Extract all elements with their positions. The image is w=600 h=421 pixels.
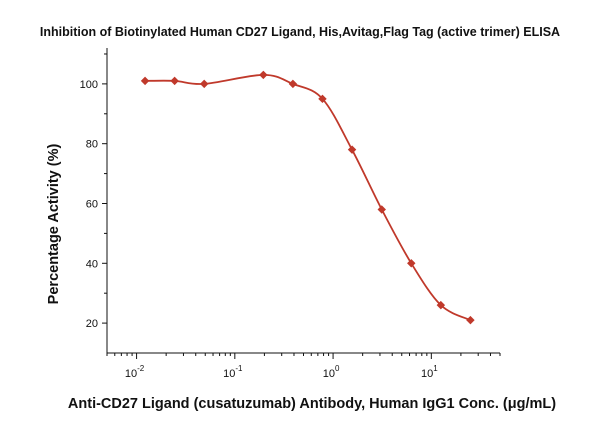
data-point-1 — [170, 76, 179, 86]
data-point-4 — [288, 79, 298, 89]
data-point-5 — [318, 94, 327, 104]
x-tick-label-0.01: 10-2 — [125, 364, 145, 380]
data-point-0 — [140, 76, 150, 86]
series-0-curve — [145, 74, 471, 321]
x-ticks: 10-2 10-1 100 101 — [106, 353, 501, 380]
y-tick-label-60: 60 — [86, 198, 98, 210]
y-axis-label: Percentage Activity (%) — [46, 144, 62, 305]
x-tick-label-10: 101 — [421, 364, 438, 380]
data-point-7 — [377, 205, 386, 214]
y-tick-label-80: 80 — [86, 139, 98, 151]
data-point-6 — [347, 145, 357, 154]
data-point-9 — [436, 300, 446, 310]
data-point-3 — [259, 70, 268, 80]
x-tick-label-1: 100 — [323, 364, 340, 380]
y-tick-label-20: 20 — [86, 318, 98, 330]
data-point-8 — [407, 259, 416, 268]
y-tick-label-40: 40 — [86, 258, 98, 270]
y-ticks: 20 40 60 80 100 — [80, 53, 107, 330]
y-tick-label-100: 100 — [80, 79, 98, 91]
series-layer — [140, 70, 475, 325]
x-tick-label-0.1: 10-1 — [223, 364, 243, 380]
data-point-10 — [466, 315, 475, 325]
data-point-2 — [199, 79, 209, 89]
x-axis-label: Anti-CD27 Ligand (cusatuzumab) Antibody,… — [68, 396, 556, 412]
chart-title: Inhibition of Biotinylated Human CD27 Li… — [40, 25, 560, 39]
